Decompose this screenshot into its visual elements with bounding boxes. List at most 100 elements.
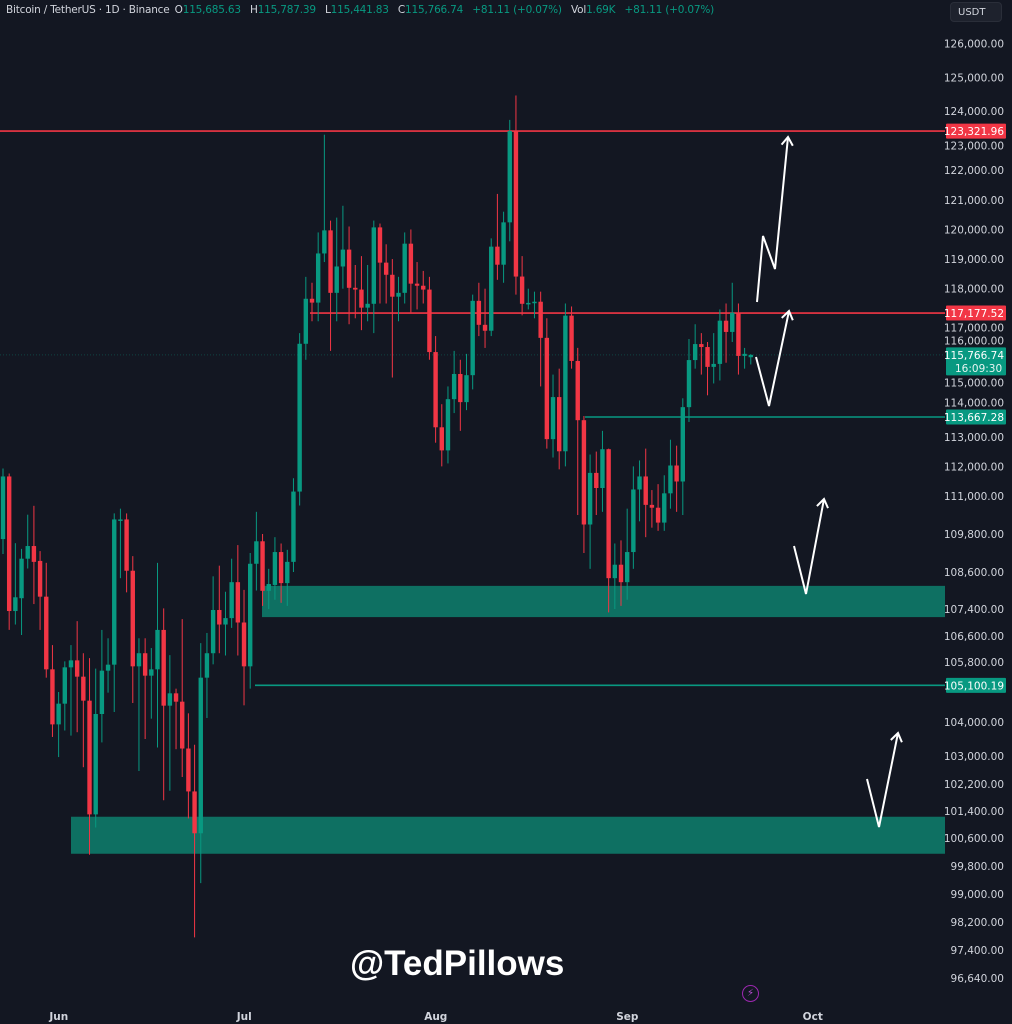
price-tick-label: 119,000.00 <box>944 254 1004 266</box>
candle <box>519 256 525 316</box>
candle <box>736 303 741 375</box>
candle-body <box>495 246 500 265</box>
price-tick-label: 126,000.00 <box>944 39 1004 51</box>
candle-body <box>544 337 550 440</box>
candle-body <box>507 131 512 223</box>
candle <box>285 549 290 606</box>
candle-body <box>433 352 438 428</box>
candle <box>495 193 500 280</box>
candle-body <box>655 507 661 523</box>
candle <box>167 655 173 791</box>
candle <box>334 217 339 322</box>
candle <box>489 238 494 337</box>
candle-body <box>241 622 247 667</box>
price-tick-label: 99,000.00 <box>951 889 1004 901</box>
candle <box>501 211 506 283</box>
volume-value: 1.69K <box>586 4 616 16</box>
price-tag-label: 105,100.19 <box>944 680 1004 692</box>
candle-body <box>291 491 296 562</box>
candle <box>303 276 309 360</box>
candle-body <box>303 298 309 344</box>
candle-body <box>346 249 352 288</box>
price-tick-label: 105,800.00 <box>944 657 1004 669</box>
candle <box>730 282 735 342</box>
candle <box>161 608 166 801</box>
candle <box>383 244 389 304</box>
candle <box>13 543 18 625</box>
candle <box>25 514 30 569</box>
candle-body <box>124 519 129 571</box>
price-tick-label: 121,000.00 <box>944 195 1004 207</box>
price-tag-label: 115,766.74 <box>944 350 1004 362</box>
candle <box>569 306 574 369</box>
time-tick-label: Oct <box>803 1011 823 1023</box>
low-label: L <box>324 4 331 16</box>
candle-body <box>390 274 395 297</box>
price-tick-label: 123,000.00 <box>944 141 1004 153</box>
candle <box>427 276 432 360</box>
candle <box>291 478 296 572</box>
price-axis[interactable]: 127,000.00126,000.00125,000.00124,000.00… <box>944 0 1004 985</box>
candle <box>581 416 587 553</box>
candle-body <box>118 519 123 521</box>
candle <box>557 368 562 470</box>
currency-button[interactable]: USDT <box>950 2 1002 22</box>
candle <box>532 291 537 319</box>
candle-body <box>730 312 735 332</box>
price-tick-label: 116,000.00 <box>944 335 1004 347</box>
price-tick-label: 97,400.00 <box>951 945 1004 957</box>
open-label: O <box>174 4 183 16</box>
high-value: 115,787.39 <box>257 4 316 16</box>
candle-body <box>371 227 376 304</box>
candle <box>390 259 395 378</box>
candle <box>439 404 444 467</box>
price-tag-label: 117,177.52 <box>944 308 1004 320</box>
candle <box>711 333 716 384</box>
candle-body <box>99 670 105 714</box>
arrow-line <box>755 310 790 407</box>
candle-body <box>173 693 179 702</box>
candle <box>445 386 451 464</box>
time-axis[interactable]: Jun Jul Aug Sep Oct <box>48 1011 822 1023</box>
candle <box>6 473 12 630</box>
candle-body <box>742 353 747 356</box>
candle-body <box>624 552 630 583</box>
candle-body <box>618 564 624 583</box>
candle <box>44 562 49 678</box>
candle <box>93 668 98 828</box>
volume-change: +81.11 (+0.07%) <box>624 4 715 16</box>
price-tick-label: 112,000.00 <box>944 461 1004 473</box>
lightning-icon[interactable]: ⚡ <box>742 985 759 1002</box>
price-tick-label: 100,600.00 <box>944 833 1004 845</box>
candle-body <box>482 324 488 331</box>
candle-body <box>489 246 494 331</box>
candle <box>606 448 611 613</box>
candle-body <box>476 300 482 325</box>
candle-body <box>711 363 716 367</box>
price-tick-label: 111,000.00 <box>944 491 1004 503</box>
candle <box>686 339 692 422</box>
candle-body <box>705 347 710 367</box>
candle <box>180 619 185 777</box>
candle <box>217 565 222 654</box>
candle-body <box>149 669 154 676</box>
candle-body <box>662 493 667 523</box>
candle <box>748 354 753 365</box>
candle <box>680 398 685 515</box>
candle-body <box>396 292 401 297</box>
candle <box>723 303 729 363</box>
candle <box>56 692 61 758</box>
symbol-title[interactable]: Bitcoin / TetherUS · 1D · Binance <box>6 4 170 16</box>
candle-body <box>328 230 333 293</box>
candle-body <box>513 131 519 277</box>
candle-body <box>309 298 315 303</box>
candle <box>575 347 580 515</box>
candle-body <box>278 552 284 584</box>
candle <box>421 270 426 304</box>
candle-body <box>19 558 24 599</box>
candle-body <box>204 653 210 678</box>
price-tag-bg <box>946 305 1006 321</box>
candle <box>594 451 599 515</box>
candle <box>254 511 259 591</box>
